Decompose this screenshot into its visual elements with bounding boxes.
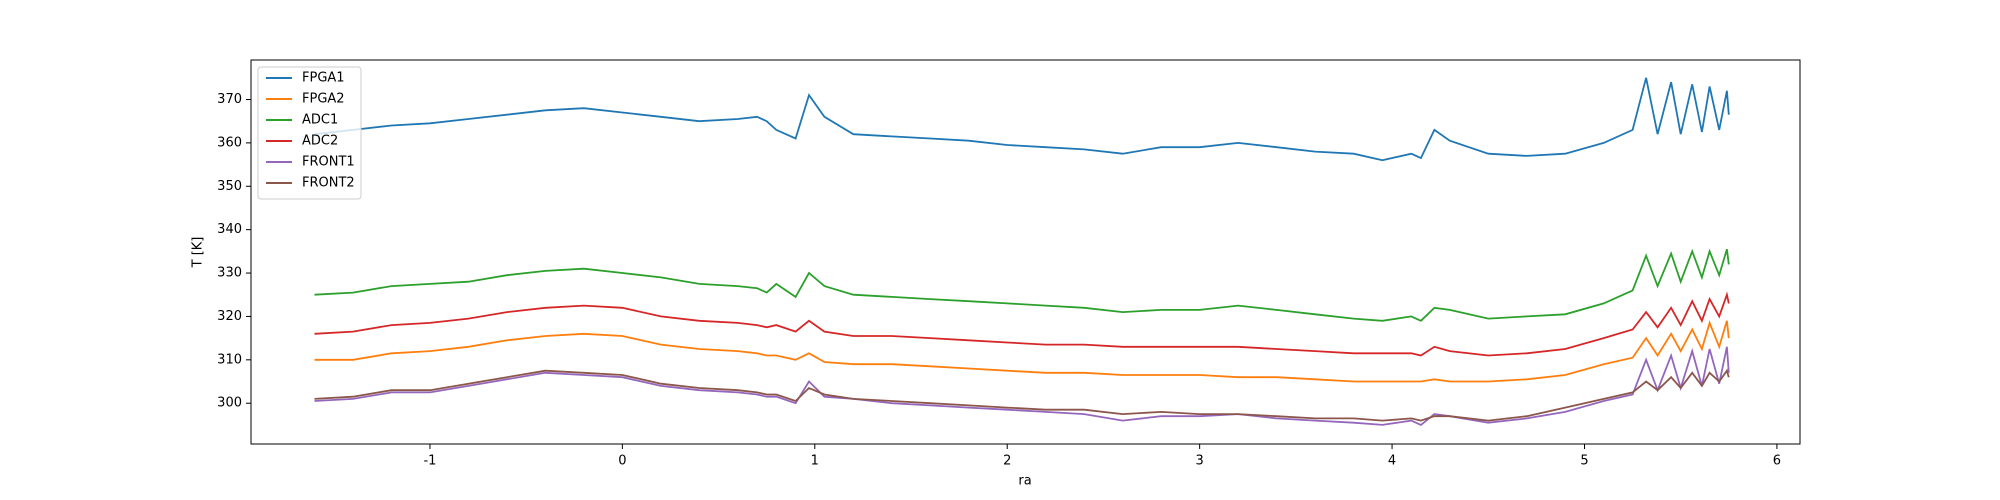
y-tick-label: 340 <box>217 222 242 237</box>
x-tick-label: 3 <box>1196 454 1204 469</box>
y-tick-label: 300 <box>217 396 242 411</box>
x-tick-label: 6 <box>1773 454 1781 469</box>
y-tick-label: 360 <box>217 135 242 150</box>
x-axis-label: ra <box>1018 474 1031 489</box>
legend-label: FRONT2 <box>302 176 355 191</box>
x-tick-label: 5 <box>1580 454 1588 469</box>
legend-label: FPGA1 <box>302 71 345 86</box>
legend-label: FRONT1 <box>302 155 355 170</box>
y-axis-label: T [K] <box>191 237 206 269</box>
y-tick-label: 320 <box>217 309 242 324</box>
y-tick-label: 350 <box>217 179 242 194</box>
x-tick-label: 0 <box>618 454 626 469</box>
y-tick-label: 310 <box>217 352 242 367</box>
data-line <box>314 77 1730 162</box>
legend-label: ADC1 <box>302 113 338 128</box>
x-tick-label: 2 <box>1003 454 1011 469</box>
data-line <box>314 368 1730 422</box>
data-line <box>314 248 1730 322</box>
x-tick-label: 1 <box>811 454 819 469</box>
y-tick-label: 330 <box>217 266 242 281</box>
legend-label: ADC2 <box>302 134 338 149</box>
plot-frame <box>250 59 1801 445</box>
x-tick-label: -1 <box>423 454 436 469</box>
y-tick-label: 370 <box>217 92 242 107</box>
data-line <box>314 291 1730 357</box>
data-line <box>314 320 1730 383</box>
data-line <box>314 346 1730 426</box>
x-tick-label: 4 <box>1388 454 1396 469</box>
legend-label: FPGA2 <box>302 92 345 107</box>
